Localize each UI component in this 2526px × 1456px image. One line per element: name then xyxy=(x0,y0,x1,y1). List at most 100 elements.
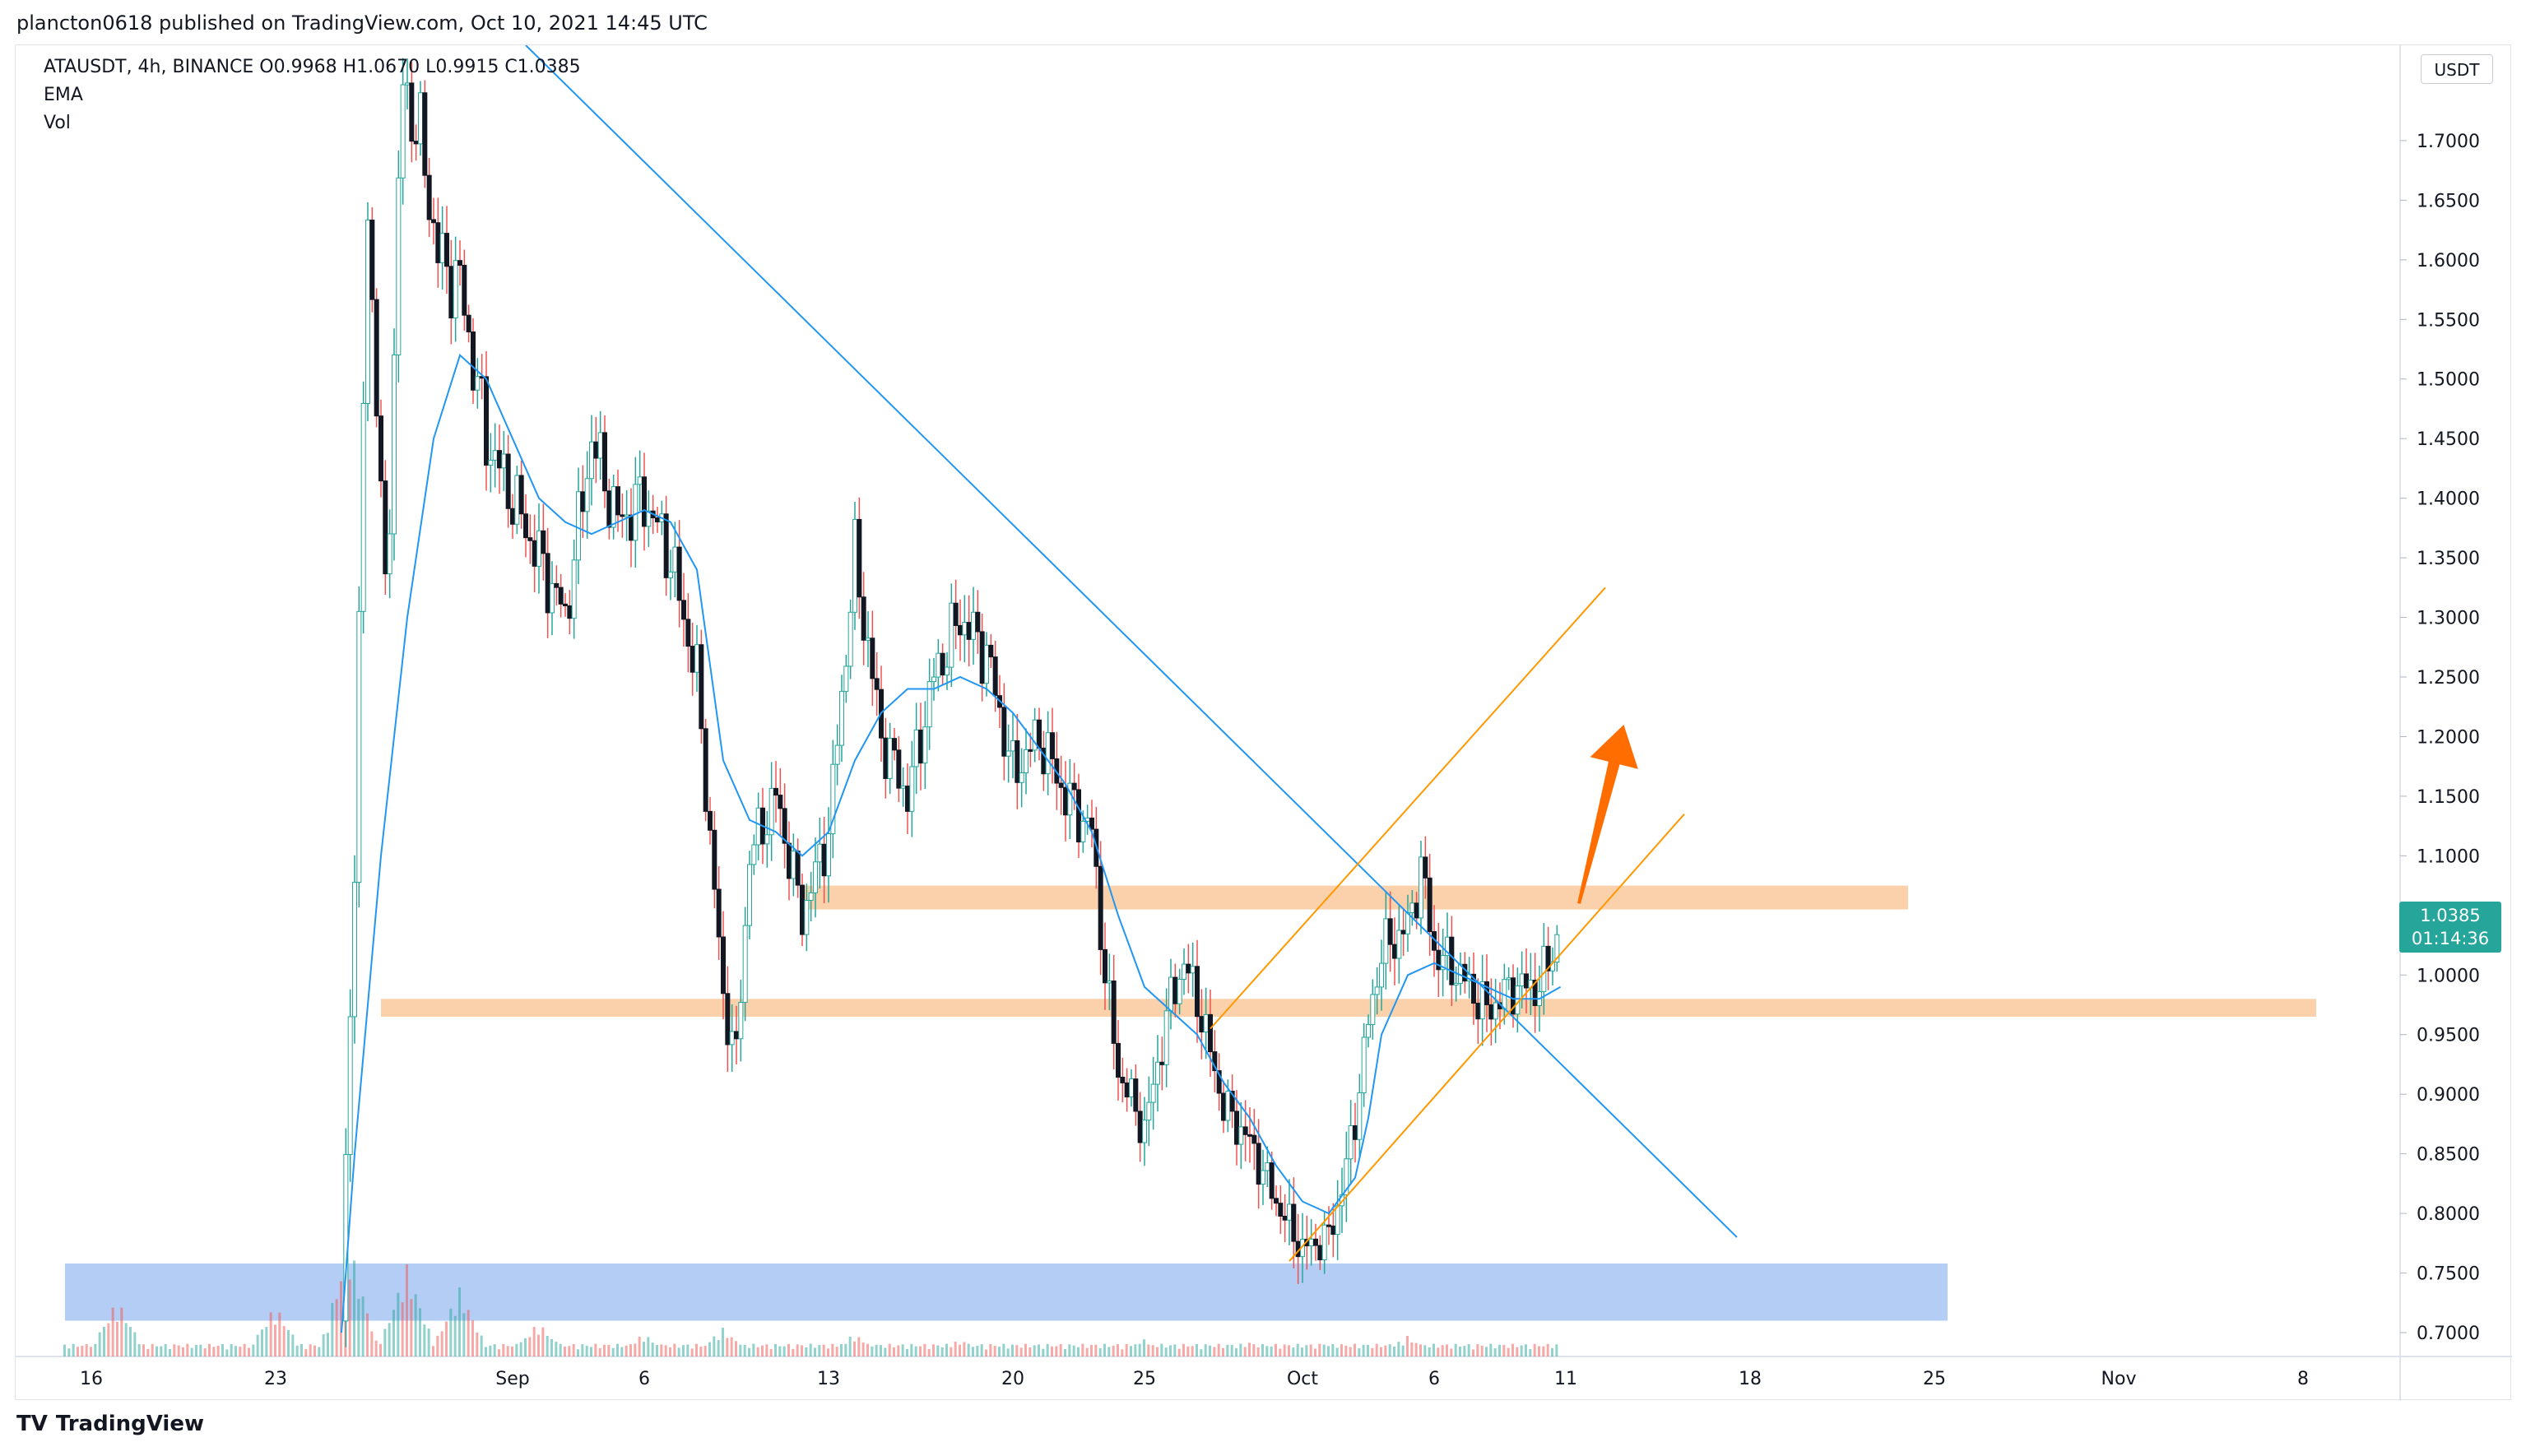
volume-bar xyxy=(1230,1344,1233,1356)
candle-body xyxy=(1383,918,1389,964)
volume-bar xyxy=(1441,1345,1444,1356)
volume-bar xyxy=(133,1332,137,1356)
candle-body xyxy=(387,533,392,575)
volume-bar xyxy=(1344,1345,1348,1356)
time-tick-label: 11 xyxy=(1554,1369,1577,1389)
volume-bar xyxy=(927,1348,931,1356)
candle-body xyxy=(514,475,520,525)
volume-bar xyxy=(462,1313,466,1356)
candle-body xyxy=(979,631,985,684)
volume-bar xyxy=(686,1344,690,1356)
candle-body xyxy=(668,571,673,578)
volume-bar xyxy=(1516,1347,1519,1356)
volume-bar xyxy=(871,1346,874,1356)
volume-bar xyxy=(177,1345,180,1356)
volume-bar xyxy=(212,1347,216,1356)
volume-bar xyxy=(910,1343,913,1356)
volume-bar xyxy=(63,1344,66,1356)
candle-body xyxy=(1493,1002,1498,1020)
candle-body xyxy=(1308,1238,1314,1247)
volume-bar xyxy=(1380,1347,1382,1356)
volume-bar xyxy=(1085,1347,1089,1356)
volume-bar xyxy=(840,1344,843,1356)
candle-body xyxy=(1335,1205,1340,1236)
volume-bar xyxy=(634,1343,637,1356)
volume-bar xyxy=(1388,1344,1391,1356)
time-tick-label: 23 xyxy=(264,1369,287,1389)
volume-bar xyxy=(1200,1349,1203,1356)
volume-bar xyxy=(598,1347,601,1356)
volume-bar xyxy=(555,1342,558,1356)
volume-bar xyxy=(620,1347,624,1356)
volume-bar xyxy=(414,1294,417,1356)
volume-bar xyxy=(1239,1343,1242,1356)
volume-bar xyxy=(1375,1343,1378,1356)
candle-body xyxy=(708,810,713,831)
volume-bar xyxy=(923,1343,926,1356)
candle-body xyxy=(448,266,454,318)
volume-bar xyxy=(1038,1344,1040,1356)
volume-bar xyxy=(616,1343,619,1356)
volume-bar xyxy=(1529,1349,1532,1356)
volume-bar xyxy=(643,1342,645,1356)
volume-bar xyxy=(1454,1343,1457,1356)
volume-bar xyxy=(919,1346,922,1356)
volume-bar xyxy=(120,1307,123,1356)
candle-body xyxy=(374,299,379,417)
candle-body xyxy=(913,729,919,767)
volume-bar xyxy=(985,1349,987,1356)
candle-body xyxy=(1344,1158,1349,1196)
candle-body xyxy=(615,486,620,516)
candle-body xyxy=(817,843,823,863)
volume-bar xyxy=(1042,1348,1045,1356)
volume-bar xyxy=(1121,1349,1124,1356)
volume-bar xyxy=(146,1348,150,1356)
candle-body xyxy=(1545,945,1551,971)
volume-bar xyxy=(1327,1346,1330,1356)
volume-bar xyxy=(401,1302,404,1356)
candle-body xyxy=(1050,732,1055,759)
volume-bar xyxy=(801,1345,803,1356)
volume-bar xyxy=(1217,1343,1220,1356)
candle-body xyxy=(1541,945,1547,992)
candle-body xyxy=(1366,1023,1371,1038)
price-tick-label: 1.5500 xyxy=(2417,310,2480,331)
volume-bar xyxy=(1064,1349,1066,1356)
volume-bar xyxy=(1555,1344,1558,1356)
volume-bar xyxy=(708,1342,711,1356)
candle-body xyxy=(593,441,599,459)
chart-frame[interactable]: 0.7000 0.7500 0.8000 0.8500 0.9000 0.9500 1.00… xyxy=(15,44,2512,1401)
candle-body xyxy=(444,233,449,267)
volume-bar xyxy=(111,1307,114,1356)
volume-bar xyxy=(340,1281,342,1356)
time-tick-label: Oct xyxy=(1287,1369,1318,1389)
candle-body xyxy=(1045,732,1051,775)
volume-bar xyxy=(116,1321,118,1356)
candle-body xyxy=(484,376,489,466)
volume-bar xyxy=(485,1347,487,1356)
candle-body xyxy=(1103,948,1107,984)
volume-bar xyxy=(1107,1347,1111,1356)
volume-bar xyxy=(761,1345,764,1356)
volume-bar xyxy=(1186,1346,1190,1356)
candle-body xyxy=(992,656,998,697)
volume-bar xyxy=(993,1346,996,1356)
price-tick-label: 1.0000 xyxy=(2417,966,2480,986)
price-tick-label: 1.4000 xyxy=(2417,489,2480,510)
price-tick-label: 1.7000 xyxy=(2417,132,2480,152)
price-unit-button[interactable]: USDT xyxy=(2421,54,2493,84)
chart-canvas[interactable]: 0.7000 0.7500 0.8000 0.8500 0.9000 0.9500 1.00… xyxy=(16,45,2512,1401)
candle-body xyxy=(1076,789,1081,843)
tradingview-logo[interactable]: TV TradingView xyxy=(16,1412,204,1436)
volume-bar xyxy=(805,1347,808,1356)
volume-bar xyxy=(1011,1344,1014,1356)
candle-body xyxy=(1313,1238,1318,1246)
candle-body xyxy=(602,432,607,492)
candle-body xyxy=(1353,1124,1358,1140)
volume-bar xyxy=(1367,1344,1369,1356)
price-tick-label: 1.1000 xyxy=(2417,846,2480,867)
bullish-arrow-icon xyxy=(1577,724,1638,904)
candle-body xyxy=(1071,782,1077,791)
volume-bar xyxy=(559,1343,562,1356)
volume-bar xyxy=(81,1346,84,1356)
